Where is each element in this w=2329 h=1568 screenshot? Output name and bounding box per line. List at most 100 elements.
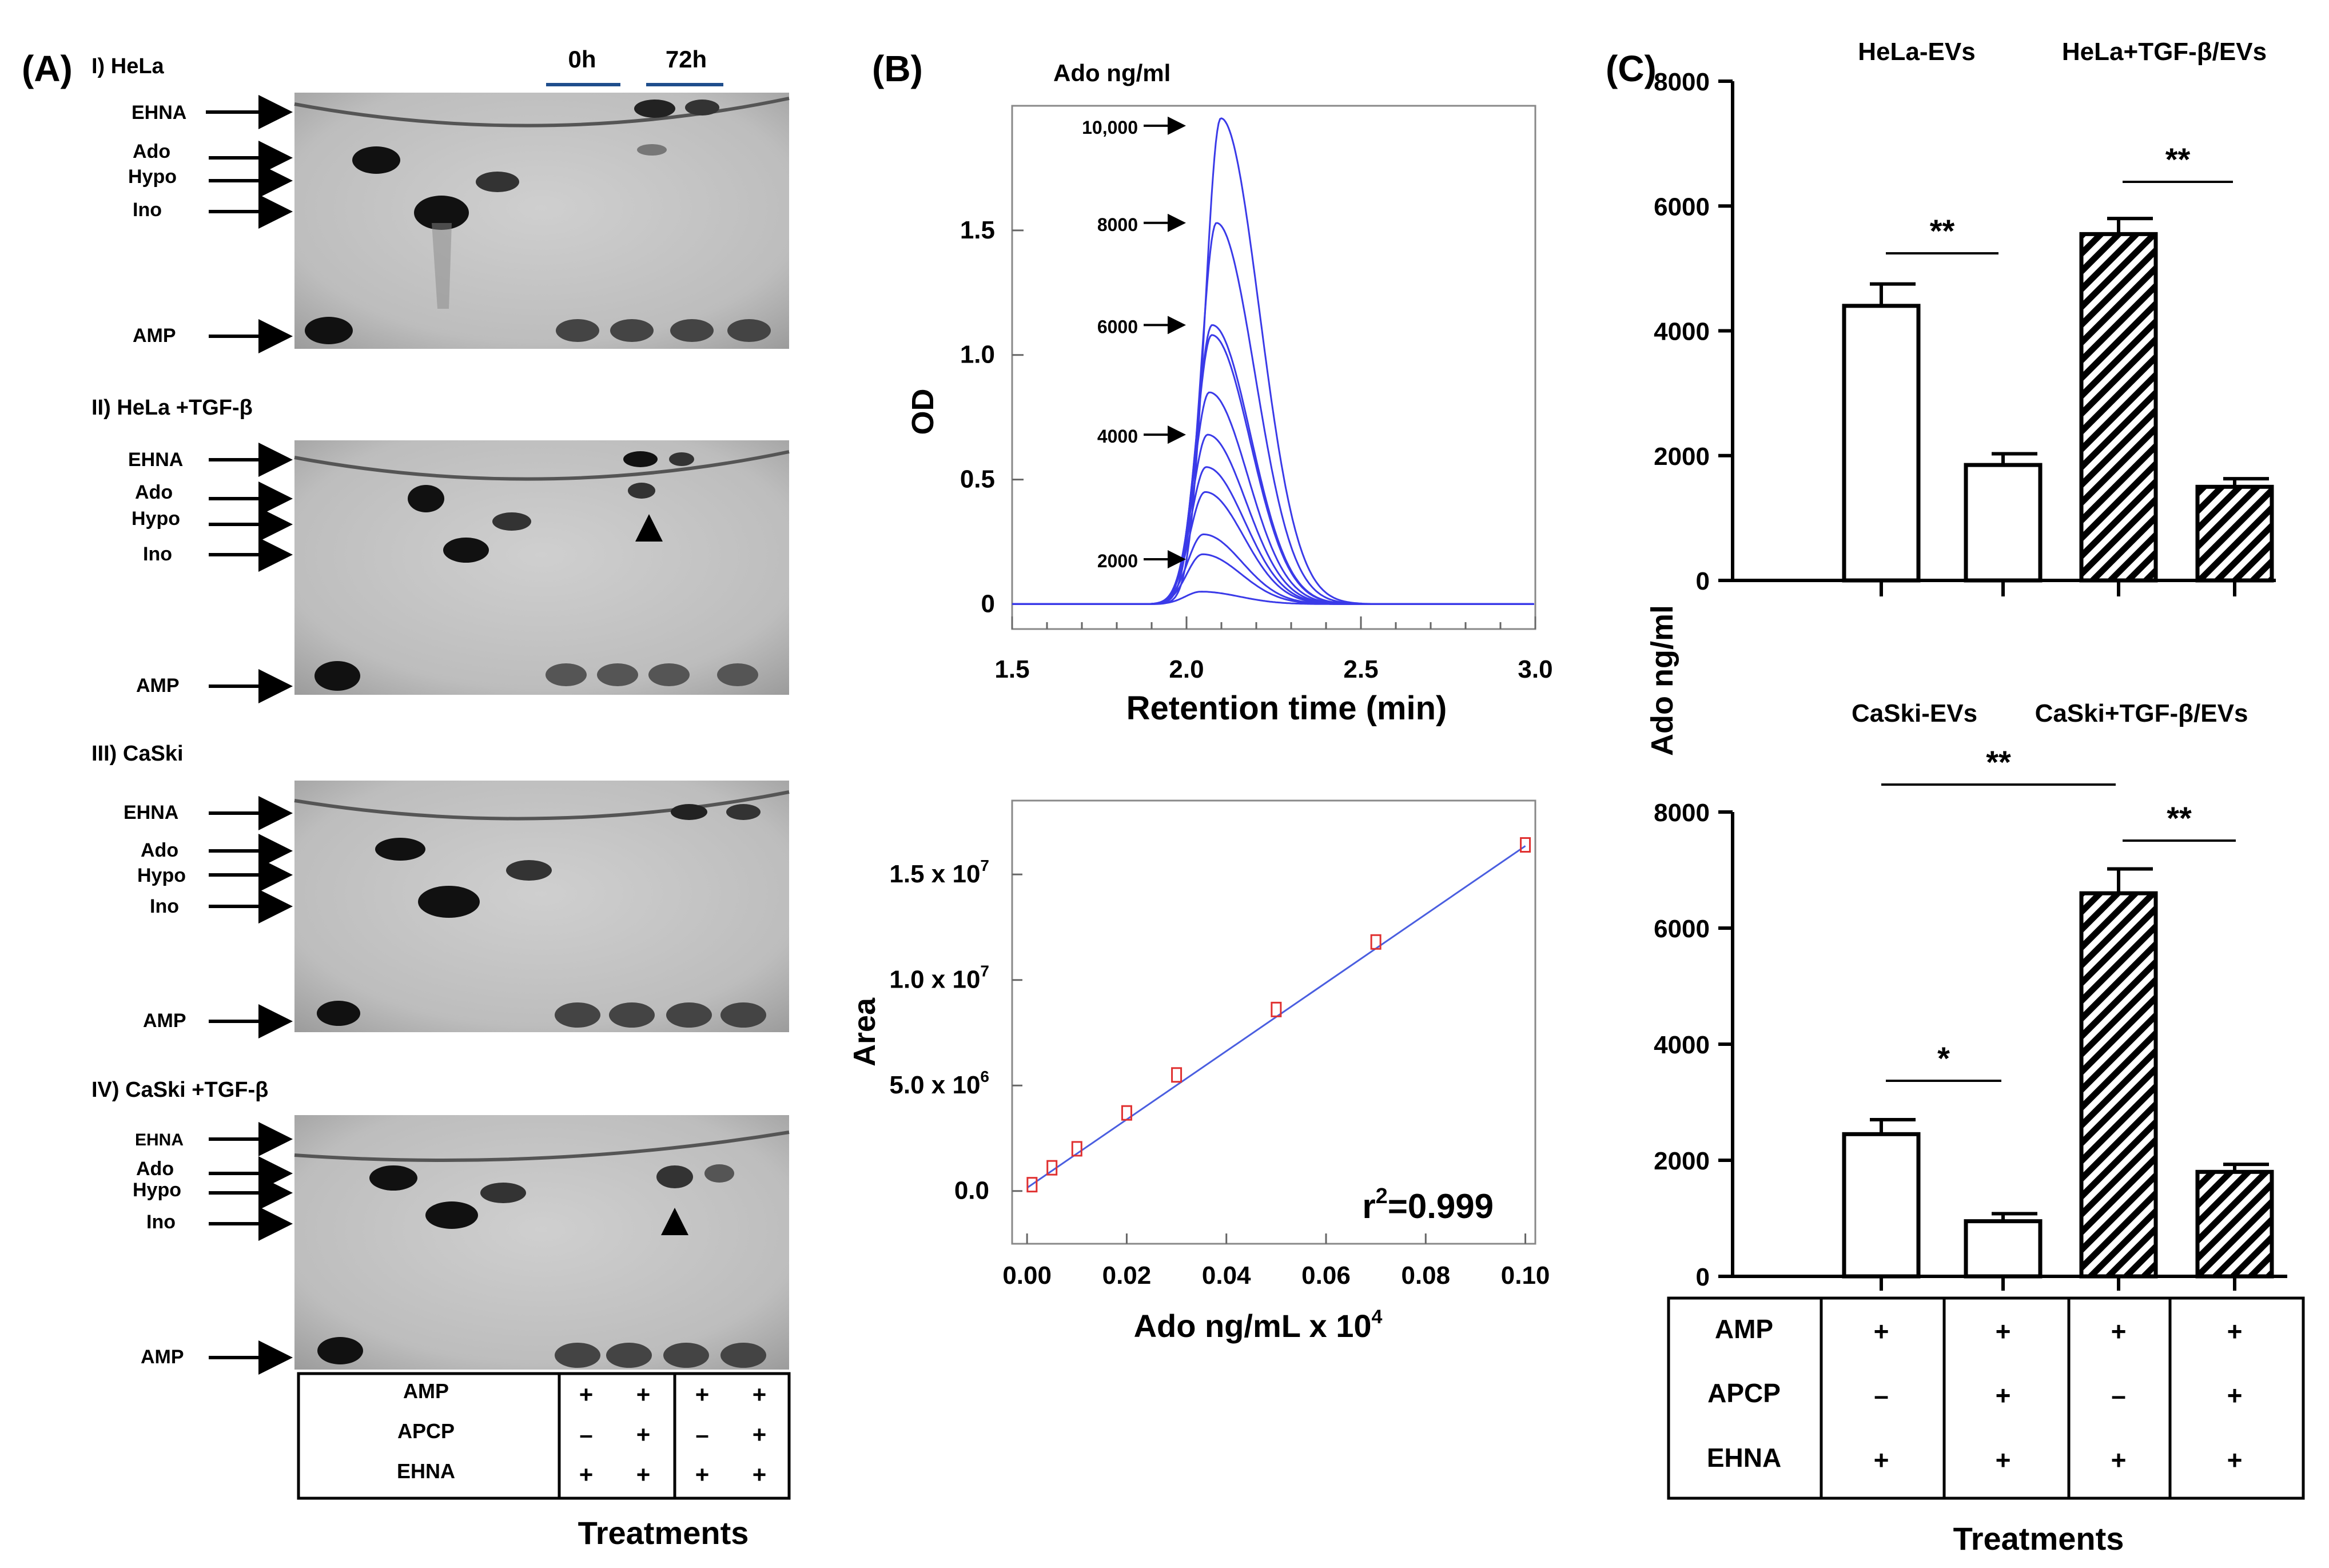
peak-label: 8000 [1097, 214, 1138, 235]
marker-label: Hypo [132, 508, 180, 530]
spot-amp [663, 1343, 709, 1368]
y-tick-label: 8000 [1654, 68, 1710, 96]
gel-title: III) CaSki [91, 742, 184, 766]
spot-amp [555, 1343, 600, 1368]
calibration-chart: 0.00 0.02 0.04 0.06 0.08 0.10 0.0 5.0 x 106 1.0 … [889, 799, 1550, 1290]
group-title: CaSki-EVs [1852, 699, 1977, 727]
plot-frame [1011, 799, 1536, 1245]
table-row-label: APCP [1707, 1378, 1781, 1408]
spot-amp [720, 1343, 766, 1368]
group-title: HeLa-EVs [1858, 38, 1975, 66]
significance-mark: * [1937, 1040, 1950, 1076]
calibration-ylabel: Area [847, 997, 882, 1066]
y-tick-label: 0.5 [960, 465, 995, 494]
time-label-72h: 72h [666, 46, 707, 73]
spot-amp-standard [317, 1001, 360, 1026]
chromatogram-series-500 [1012, 591, 1534, 605]
spot-ehna-72h-b [685, 100, 719, 116]
bar [2079, 891, 2158, 1279]
panel-a: (A) 0h 72h I) HeLa EHNA Ado H [22, 46, 791, 1551]
gel-image [294, 781, 789, 1032]
marker-label: Ino [146, 1211, 176, 1233]
significance-mark: ** [1986, 744, 2011, 780]
bar [2195, 1169, 2274, 1279]
chromatogram-series-2500 [1012, 491, 1534, 605]
y-tick-label: 0 [981, 590, 995, 618]
spot-amp [666, 1002, 712, 1028]
table-cell: + [1996, 1445, 2011, 1475]
peak-label: 10,000 [1082, 117, 1138, 138]
spot-hypo-standard [480, 1183, 526, 1203]
bar [2079, 232, 2158, 583]
significance-mark: ** [2165, 141, 2191, 177]
spot-ado-standard [408, 485, 444, 512]
bar [1842, 304, 1921, 583]
marker-label: Hypo [137, 865, 186, 886]
gel-image [294, 440, 789, 695]
bar [1842, 1132, 1921, 1279]
table-row-label: AMP [403, 1379, 449, 1403]
spot-amp [546, 663, 587, 686]
calibration-xlabel: Ado ng/mL x 104 [1134, 1306, 1383, 1344]
chromatogram-series-3000 [1012, 466, 1534, 605]
marker-label: EHNA [124, 802, 178, 823]
y-tick-label: 1.5 x 107 [889, 857, 989, 888]
spot-ino-smear [432, 223, 452, 309]
data-point [1520, 837, 1531, 853]
spot-ino-standard [425, 1201, 478, 1229]
y-tick-label: 0 [1696, 567, 1710, 595]
bar-chart-caski: 0 2000 4000 6000 8000 CaSki-EVs CaSki+TGF-β/EV… [1654, 699, 2287, 1291]
data-point [1026, 1177, 1038, 1193]
treatment-table-c: AMP + + + + APCP – + – + EHNA + + + + [1667, 1296, 2305, 1500]
y-tick-label: 0 [1696, 1263, 1710, 1291]
treatments-label-c: Treatments [1953, 1521, 2124, 1557]
spot-ado-standard [352, 146, 400, 174]
spot-hypo-standard [476, 172, 519, 192]
table-cell: + [753, 1421, 767, 1448]
spot-ado-72h [656, 1165, 693, 1188]
spot-ino-standard [418, 886, 480, 918]
spot-ehna-72h-b [669, 452, 694, 466]
chromatogram-title: Ado ng/ml [1053, 59, 1171, 86]
marker-label: Ino [143, 543, 172, 565]
table-cell: + [1996, 1316, 2011, 1346]
x-tick-label: 0.06 [1301, 1261, 1351, 1290]
bar-chart-hela: 0 2000 4000 6000 8000 HeLa-EVs HeLa+TGF-β/EVs *… [1654, 38, 2276, 596]
spot-ehna-72h-b [726, 804, 761, 820]
y-tick-label: 1.0 x 107 [889, 962, 989, 994]
panel-a-label: (A) [22, 48, 73, 89]
marker-label: EHNA [132, 102, 186, 124]
table-cell: + [2111, 1316, 2127, 1346]
table-cell: – [695, 1421, 708, 1448]
spot-ehna-72h [671, 804, 707, 820]
spot-amp [717, 663, 758, 686]
significance-mark: ** [1930, 213, 1955, 249]
spot-ehna-72h [634, 100, 675, 118]
chromatogram-series-1000 [1012, 553, 1534, 605]
table-cell: + [579, 1381, 594, 1408]
chromatogram-series-4000 [1012, 433, 1534, 605]
gel-caski-tgfb: IV) CaSki +TGF-β EHNA Ado Hypo Ino AMP [91, 1078, 790, 1375]
marker-label: Ado [136, 1158, 174, 1180]
gel-front [294, 1131, 790, 1162]
x-tick-label: 0.04 [1202, 1261, 1251, 1290]
gel-front [294, 790, 790, 821]
table-rows: AMP + + + + APCP – + – + EHNA + + + + [397, 1379, 766, 1488]
marker-label: Hypo [128, 166, 177, 188]
x-tick-label: 1.5 [994, 655, 1029, 683]
data-point [1046, 1160, 1058, 1176]
spot-amp [727, 319, 771, 342]
y-tick-label: 1.5 [960, 216, 995, 244]
x-tick-label: 2.0 [1169, 655, 1204, 683]
table-rows: AMP + + + + APCP – + – + EHNA + + + + [1707, 1314, 2243, 1475]
x-tick-label: 0.00 [1002, 1261, 1052, 1290]
marker-label: Ado [133, 141, 170, 162]
panel-c-label: (C) [1606, 48, 1657, 89]
gel-image [294, 1115, 789, 1370]
spot-amp [597, 663, 638, 686]
spot-hypo-standard [506, 860, 552, 881]
gel-title: IV) CaSki +TGF-β [91, 1078, 268, 1102]
x-tick-label: 2.5 [1343, 655, 1378, 683]
spot-ado-standard [369, 1165, 417, 1191]
